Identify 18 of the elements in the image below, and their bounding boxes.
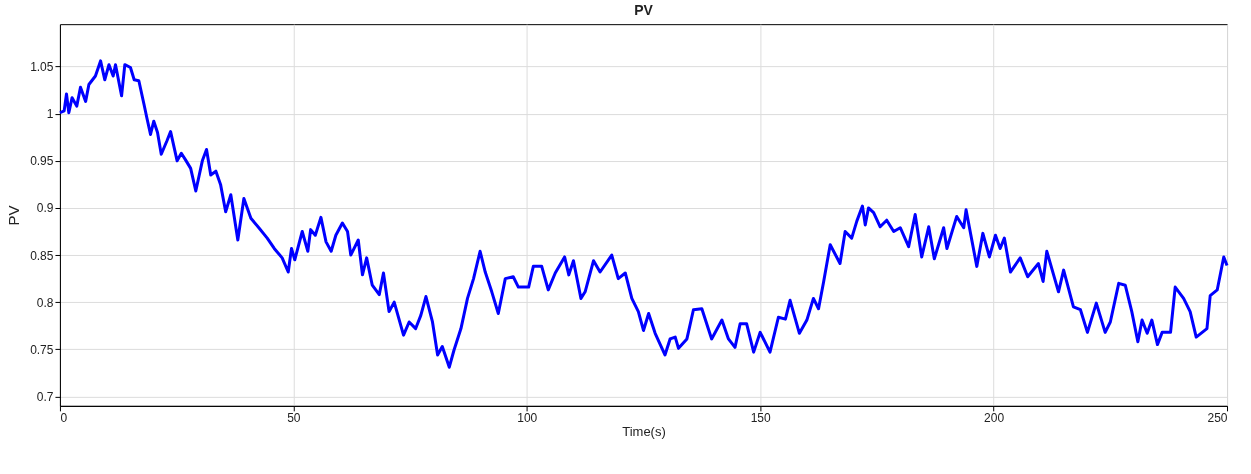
y-tick-label: 0.8 bbox=[36, 295, 54, 310]
x-tick-label: 200 bbox=[984, 411, 1005, 426]
x-tick-label: 150 bbox=[750, 411, 772, 426]
y-tick-label: 1 bbox=[46, 107, 54, 122]
y-tick-label: 0.9 bbox=[36, 201, 54, 216]
y-tick-label: 0.85 bbox=[30, 248, 54, 263]
y-tick-label: 0.95 bbox=[30, 154, 54, 169]
y-axis-title: PV bbox=[5, 205, 23, 226]
line-series bbox=[58, 59, 1229, 369]
x-tick-label: 100 bbox=[517, 411, 538, 426]
y-tick-label: 0.7 bbox=[36, 389, 54, 404]
x-tick-label: 250 bbox=[1207, 411, 1228, 426]
x-axis-title: Time(s) bbox=[622, 424, 666, 440]
y-tick-label: 1.05 bbox=[30, 60, 54, 75]
y-tick-label: 0.75 bbox=[30, 342, 54, 357]
x-tick-label: 50 bbox=[287, 411, 301, 426]
x-tick-label: 0 bbox=[60, 411, 68, 426]
chart-title: PV bbox=[634, 2, 654, 19]
